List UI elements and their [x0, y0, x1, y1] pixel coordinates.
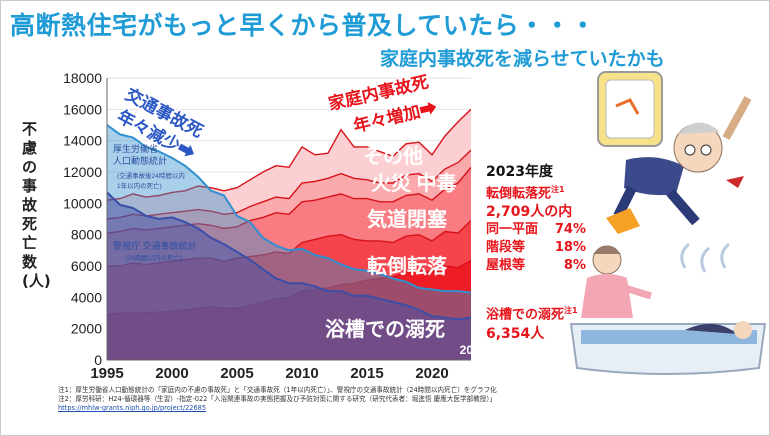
traffic-line — [107, 191, 471, 321]
y-tick-label: 18000 — [63, 70, 102, 86]
breakdown-value: 8% — [563, 258, 586, 274]
x-tick-labels: 1995 2000 2005 2010 2015 2020 2023 — [90, 343, 486, 382]
series-label-other: その他 — [363, 144, 423, 168]
series-label-fall: 転倒転落 — [367, 255, 448, 278]
fall-breakdown-row: 同一平面 74% — [486, 221, 586, 239]
traffic-area — [107, 125, 471, 360]
axes — [106, 78, 471, 361]
footnote-2: 注2：厚労科研：H24-循環器等（生習）-指定-022「入浴関連事故の実態把握及… — [58, 395, 497, 403]
series-line — [107, 166, 471, 234]
x-tick-label: 2005 — [220, 365, 253, 382]
x-tick-label: 2000 — [155, 365, 188, 382]
page-subtitle: 家庭内事故死を減らせていたかも — [380, 48, 665, 70]
traffic-line — [107, 124, 471, 294]
fall-breakdown-list: 同一平面 74% 階段等 18% 屋根等 8% — [486, 221, 586, 275]
page-title: 高断熱住宅がもっと早くから普及していたら・・・ — [10, 11, 596, 40]
fall-breakdown-row: 屋根等 8% — [486, 257, 586, 275]
home-accident-areas — [107, 108, 471, 360]
series-area — [107, 260, 471, 360]
bathtub-elderly-illustration — [569, 242, 767, 375]
source-link[interactable]: https://mhlw-grants.niph.go.jp/project/2… — [58, 404, 207, 412]
series-label-bath: 浴槽での溺死 — [325, 317, 445, 341]
series-line — [107, 149, 471, 220]
series-line — [107, 259, 471, 316]
x-tick-label: 2023 — [460, 343, 487, 357]
footnote-1: 注1：厚生労働省人口動態統計の「家庭内の不慮の事故死」と「交通事故死（1年以内死… — [58, 386, 497, 394]
y-tick-label: 10000 — [63, 195, 102, 211]
bath-drowning-count: 6,354人 — [486, 325, 545, 342]
y-tick-label: 4000 — [71, 289, 102, 305]
y-tick-label: 2000 — [71, 321, 102, 337]
y-tick-label: 0 — [94, 352, 102, 368]
traffic-area — [107, 192, 471, 360]
fall-death-count: 2,709人の内 — [486, 204, 573, 221]
footnotes: 注1：厚生労働省人口動態統計の「家庭内の不慮の事故死」と「交通事故死（1年以内死… — [58, 386, 497, 413]
stats-panel-2023: 2023年度 転倒転落死注1 2,709人の内 同一平面 74% 階段等 18% 屋根等… — [486, 163, 586, 343]
breakdown-label: 同一平面 — [486, 222, 539, 238]
police-note: (24時間以内の死亡) — [125, 253, 182, 262]
y-tick-label: 16000 — [63, 101, 102, 117]
fall-breakdown-row: 階段等 18% — [486, 239, 586, 257]
who-label-line: 人口動態統計 — [113, 155, 167, 166]
series-label-choke: 気道閉塞 — [367, 207, 448, 231]
y-tick-label: 14000 — [63, 133, 102, 149]
fall-death-title: 転倒転落死注1 — [486, 185, 565, 202]
x-tick-label: 2015 — [350, 365, 383, 382]
bath-drowning-title: 浴槽での溺死注1 — [486, 306, 578, 323]
police-label: 警視庁 交通事故統計 — [113, 240, 197, 251]
series-label-fire: 火災 中毒 — [371, 171, 457, 195]
y-tick-label: 8000 — [71, 227, 102, 243]
falling-elderly-man-illustration — [597, 71, 752, 234]
y-tick-labels: 0 2000 4000 6000 8000 10000 12000 14000 16000 180… — [63, 70, 102, 368]
x-tick-label: 2020 — [415, 365, 448, 382]
who-note-line: 1年以内の死亡) — [117, 181, 162, 190]
who-note-line: (交通事故後24時間以内 — [117, 171, 185, 180]
breakdown-label: 屋根等 — [486, 258, 526, 274]
x-tick-label: 1995 — [90, 365, 123, 382]
y-tick-label: 12000 — [63, 164, 102, 180]
traffic-accident-areas — [107, 124, 471, 360]
breakdown-label: 階段等 — [486, 240, 526, 256]
breakdown-value: 18% — [554, 240, 586, 256]
breakdown-value: 74% — [554, 222, 586, 238]
x-tick-label: 2010 — [285, 365, 318, 382]
series-line — [107, 108, 471, 201]
series-line — [107, 220, 471, 267]
who-label-line: 厚生労働省 — [113, 143, 158, 154]
y-tick-label: 6000 — [71, 258, 102, 274]
stats-year: 2023年度 — [486, 164, 553, 180]
